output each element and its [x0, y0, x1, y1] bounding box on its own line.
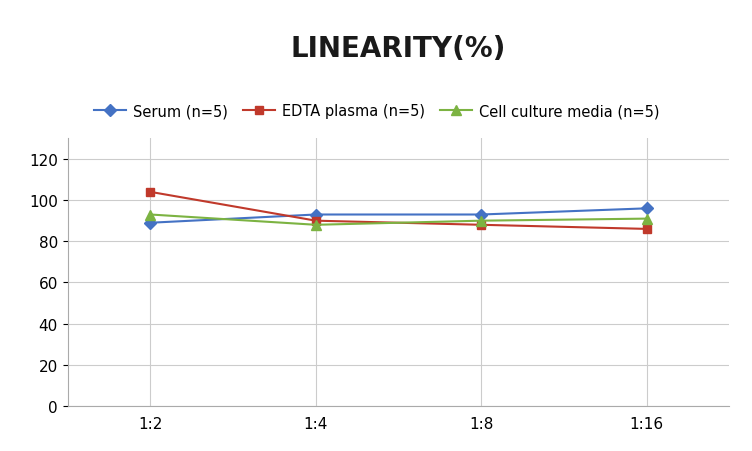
EDTA plasma (n=5): [477, 223, 486, 228]
Cell culture media (n=5): [146, 212, 155, 218]
Legend: Serum (n=5), EDTA plasma (n=5), Cell culture media (n=5): Serum (n=5), EDTA plasma (n=5), Cell cul…: [88, 98, 666, 125]
EDTA plasma (n=5): [146, 190, 155, 195]
Serum (n=5): [146, 221, 155, 226]
Cell culture media (n=5): [477, 218, 486, 224]
Serum (n=5): [477, 212, 486, 218]
EDTA plasma (n=5): [642, 227, 651, 232]
Line: Cell culture media (n=5): Cell culture media (n=5): [146, 210, 651, 230]
Serum (n=5): [642, 206, 651, 212]
Cell culture media (n=5): [311, 223, 320, 228]
Cell culture media (n=5): [642, 216, 651, 222]
Line: EDTA plasma (n=5): EDTA plasma (n=5): [146, 189, 651, 234]
Line: Serum (n=5): Serum (n=5): [146, 205, 651, 227]
Text: LINEARITY(%): LINEARITY(%): [291, 35, 506, 63]
EDTA plasma (n=5): [311, 218, 320, 224]
Serum (n=5): [311, 212, 320, 218]
